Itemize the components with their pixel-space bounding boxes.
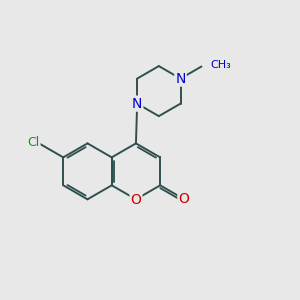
- Text: N: N: [175, 72, 186, 86]
- Text: O: O: [178, 192, 189, 206]
- Text: O: O: [130, 193, 141, 207]
- Text: CH₃: CH₃: [210, 60, 231, 70]
- Text: N: N: [132, 97, 142, 111]
- Text: Cl: Cl: [27, 136, 40, 149]
